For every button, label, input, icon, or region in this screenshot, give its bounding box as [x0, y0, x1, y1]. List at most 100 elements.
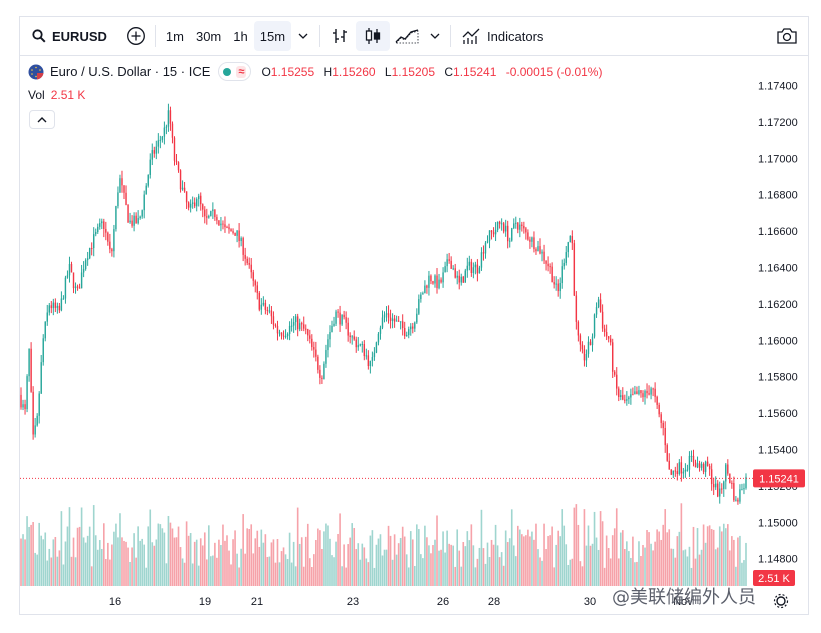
- series-title[interactable]: Euro / U.S. Dollar · 15 · ICE: [50, 64, 211, 79]
- candle-body: [579, 335, 582, 345]
- volume-bar: [76, 527, 79, 586]
- volume-bar: [84, 542, 87, 586]
- candle-body: [313, 347, 315, 350]
- volume-bar: [474, 567, 477, 586]
- candle-body: [185, 191, 188, 203]
- volume-bar: [113, 531, 115, 586]
- volume-bar: [250, 524, 253, 586]
- compare-symbol-button[interactable]: [121, 21, 151, 51]
- candle-body: [127, 204, 129, 223]
- collapse-legend-button[interactable]: [29, 110, 55, 129]
- settings-gear-icon[interactable]: [773, 593, 789, 609]
- interval-1m[interactable]: 1m: [160, 21, 190, 51]
- bars-style-button[interactable]: [324, 21, 356, 51]
- volume-bar: [743, 560, 745, 586]
- candle-body: [704, 461, 707, 472]
- interval-dropdown[interactable]: [291, 21, 315, 51]
- volume-bar: [718, 526, 721, 586]
- interval-15m[interactable]: 15m: [253, 21, 292, 51]
- candle-body: [616, 374, 618, 389]
- volume-bar: [424, 525, 426, 586]
- volume-bar: [708, 525, 711, 586]
- volume-bar: [315, 539, 317, 586]
- volume-bar: [454, 566, 456, 586]
- price-axis[interactable]: 1.148001.150001.152001.154001.156001.158…: [758, 80, 798, 565]
- candle-body: [412, 326, 414, 329]
- candle-body: [22, 404, 24, 408]
- candle-body: [430, 275, 432, 282]
- volume-bar: [351, 523, 354, 586]
- interval-1h[interactable]: 1h: [227, 21, 253, 51]
- time-tick-label: 26: [437, 596, 449, 608]
- candle-body: [549, 266, 551, 268]
- time-tick-label: 16: [109, 596, 121, 608]
- candle-body: [147, 174, 149, 186]
- candle-body: [266, 309, 269, 311]
- candle-body: [521, 224, 523, 226]
- watermark-text: @美联储编外人员: [612, 587, 756, 608]
- market-status-pill[interactable]: ≈: [218, 62, 252, 81]
- candle-body: [26, 376, 28, 410]
- candle-body: [551, 266, 553, 283]
- snapshot-button[interactable]: [772, 21, 802, 51]
- candle-body: [224, 224, 226, 228]
- volume-bar: [341, 566, 343, 586]
- low-label: L: [384, 64, 392, 79]
- volume-bar: [403, 536, 406, 586]
- volume-label[interactable]: Vol: [28, 88, 45, 102]
- volume-bar: [405, 554, 408, 586]
- candle-body: [109, 241, 111, 250]
- volume-bar: [632, 536, 634, 586]
- volume-bar: [482, 548, 485, 586]
- volume-bar: [272, 539, 275, 586]
- candles-style-button[interactable]: [356, 21, 391, 51]
- interval-30m[interactable]: 30m: [190, 21, 227, 51]
- candle-body: [383, 314, 386, 318]
- volume-bar: [486, 542, 489, 586]
- volume-bar: [367, 562, 370, 586]
- volume-bar: [379, 534, 382, 586]
- volume-bar: [292, 541, 295, 586]
- volume-bar: [666, 532, 669, 586]
- volume-bar: [658, 531, 660, 586]
- last-price-tag: 1.15241: [753, 469, 805, 488]
- candle-body: [242, 238, 244, 255]
- candle-body: [270, 310, 273, 317]
- volume-bar: [690, 567, 693, 586]
- symbol-search-button[interactable]: EURUSD: [22, 21, 117, 51]
- volume-bar: [46, 560, 49, 586]
- candle-body: [513, 223, 515, 229]
- candle-body: [739, 489, 741, 502]
- candle-body: [496, 221, 499, 230]
- volume-bar: [22, 534, 24, 586]
- volume-bar: [716, 547, 719, 586]
- candle-body: [563, 262, 565, 267]
- candle-body: [20, 394, 22, 408]
- volume-bar: [157, 523, 160, 586]
- candle-body: [680, 462, 683, 474]
- candle-body: [555, 283, 557, 285]
- volume-bar: [201, 545, 204, 586]
- time-axis[interactable]: 16 19 21 23 26 28 30 Nov: [109, 596, 693, 608]
- candle-body: [153, 150, 155, 154]
- volume-bar: [365, 558, 368, 586]
- candle-body: [236, 230, 238, 236]
- candle-body: [656, 396, 658, 405]
- volume-bar: [575, 504, 578, 586]
- candle-body: [468, 261, 471, 266]
- indicators-button[interactable]: Indicators: [455, 21, 549, 51]
- area-style-button[interactable]: [390, 21, 424, 51]
- chart-type-dropdown[interactable]: [424, 21, 446, 51]
- volume-bar: [371, 530, 374, 586]
- volume-bar: [397, 543, 400, 586]
- chevron-up-icon: [37, 116, 47, 122]
- candle-body: [117, 192, 119, 207]
- volume-bar: [648, 532, 650, 586]
- symbol-label: EURUSD: [52, 28, 107, 44]
- candle-body: [710, 469, 713, 485]
- volume-bar: [135, 557, 137, 586]
- candle-body: [167, 110, 170, 127]
- volume-bar: [109, 559, 111, 586]
- candle-body: [262, 302, 265, 305]
